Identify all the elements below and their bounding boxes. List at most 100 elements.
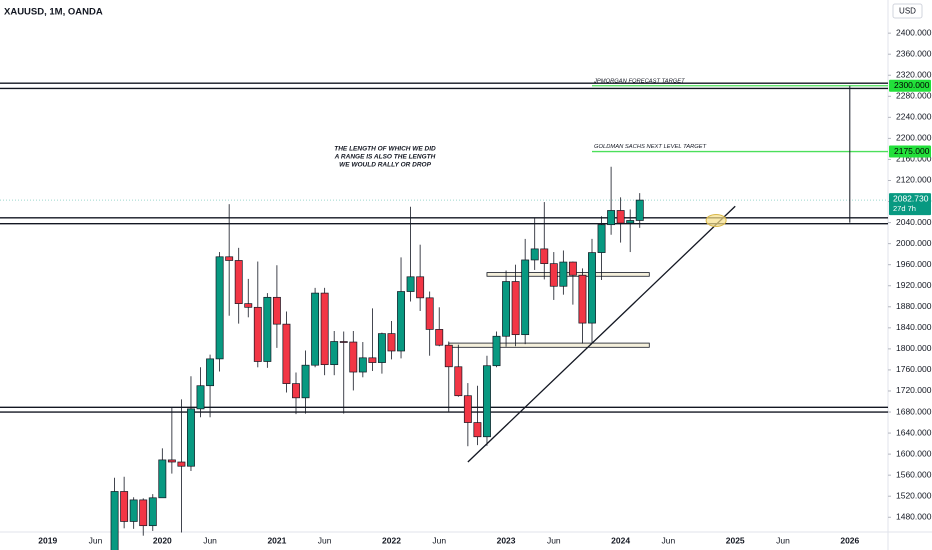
x-tick-label: Jun [432, 535, 446, 545]
x-tick-label: Jun [203, 535, 217, 545]
candle-body [282, 323, 291, 384]
candle-body [377, 333, 386, 363]
candle-body [358, 357, 367, 373]
y-tick-label: 1560.000 [896, 469, 932, 479]
candle-body [320, 292, 329, 366]
candle-body [301, 364, 310, 399]
candle-body [578, 274, 587, 324]
candle-body [206, 358, 215, 387]
candle-body [416, 276, 425, 299]
candle-body [540, 248, 549, 264]
countdown-label: 27d 7h [893, 204, 916, 213]
y-tick-label: 1680.000 [896, 406, 932, 416]
candle-body [530, 248, 539, 261]
candle-body [139, 499, 148, 527]
candle-body [568, 261, 577, 276]
candle-body [330, 341, 339, 366]
x-tick-label: 2020 [153, 535, 172, 545]
x-tick-label: Jun [318, 535, 332, 545]
note-line: WE WOULD RALLY OR DROP [339, 162, 432, 169]
range-box [486, 272, 650, 277]
target-price-label: 2300.000 [894, 80, 930, 90]
target-name: GOLDMAN SACHS NEXT LEVEL TARGET [594, 144, 707, 150]
y-tick-label: 1480.000 [896, 512, 932, 522]
candle-body [234, 260, 243, 304]
chart-title: XAUUSD, 1M, OANDA [4, 7, 103, 18]
x-tick-label: 2026 [840, 535, 859, 545]
y-tick-label: 1520.000 [896, 490, 932, 500]
y-tick-label: 2360.000 [896, 48, 932, 58]
y-tick-label: 1760.000 [896, 364, 932, 374]
candle-body [473, 422, 482, 438]
candle-body [492, 335, 501, 367]
target-price-box [889, 145, 931, 158]
candle-body [272, 296, 281, 325]
y-tick-label: 1800.000 [896, 343, 932, 353]
candle-body [292, 383, 300, 399]
note-line: THE LENGTH OF WHICH WE DID [334, 146, 436, 153]
x-tick-label: 2025 [726, 535, 745, 545]
y-tick-label: 1720.000 [896, 385, 932, 395]
y-tick-label: 2400.000 [896, 27, 932, 37]
candle-body [521, 259, 530, 336]
y-tick-label: 2120.000 [896, 175, 932, 185]
candle-body [559, 261, 568, 287]
y-tick-label: 1600.000 [896, 448, 932, 458]
candle-body [129, 499, 138, 522]
x-tick-label: 2019 [38, 535, 57, 545]
candle-body [187, 408, 195, 467]
x-tick-label: Jun [776, 535, 790, 545]
x-tick-label: 2024 [611, 535, 630, 545]
currency-label: USD [899, 7, 916, 16]
candle-body [368, 357, 377, 363]
y-tick-label: 1640.000 [896, 427, 932, 437]
candle-body [463, 395, 472, 423]
y-tick-label: 2000.000 [896, 238, 932, 248]
y-tick-label: 2280.000 [896, 91, 932, 101]
y-tick-label: 1920.000 [896, 280, 932, 290]
candle-body [454, 366, 463, 397]
candle-body [387, 333, 396, 352]
candle-body [253, 306, 262, 362]
candle-body [511, 281, 520, 336]
candle-body [120, 491, 129, 522]
range-box [448, 342, 650, 348]
candle-body [444, 344, 453, 368]
x-tick-label: Jun [662, 535, 676, 545]
target-name: JPMORGAN FORECAST TARGET [593, 78, 685, 84]
note-line: A RANGE IS ALSO THE LENGTH [334, 154, 436, 161]
y-tick-label: 2240.000 [896, 112, 932, 122]
candle-body [196, 385, 205, 410]
candle-body [263, 296, 272, 362]
x-tick-label: Jun [89, 535, 103, 545]
last-price-label: 2082.730 [893, 193, 929, 203]
trendline [467, 205, 736, 463]
candle-body [311, 292, 320, 366]
candle-body [110, 491, 119, 550]
candle-body [339, 341, 348, 343]
candle-body [244, 303, 253, 308]
target-price-label: 2175.000 [894, 146, 930, 156]
candle-body [607, 210, 616, 226]
candle-body [148, 497, 157, 527]
x-tick-label: Jun [547, 535, 561, 545]
candle-body [626, 220, 635, 224]
candle-body [167, 459, 176, 463]
x-tick-label: 2023 [497, 535, 516, 545]
candle-body [597, 224, 606, 253]
candle-body [397, 291, 405, 352]
candle-body [225, 256, 234, 261]
candle-body [616, 210, 625, 224]
highlight-ellipse [705, 213, 727, 227]
y-tick-label: 1840.000 [896, 322, 932, 332]
y-tick-label: 1960.000 [896, 259, 932, 269]
candle-body [435, 329, 444, 346]
currency-button[interactable] [892, 3, 923, 19]
y-tick-label: 1880.000 [896, 301, 932, 311]
candle-body [425, 297, 434, 330]
last-price-box [889, 193, 931, 216]
candle-body [177, 461, 186, 467]
y-tick-label: 2320.000 [896, 69, 932, 79]
candle-body [406, 276, 415, 292]
